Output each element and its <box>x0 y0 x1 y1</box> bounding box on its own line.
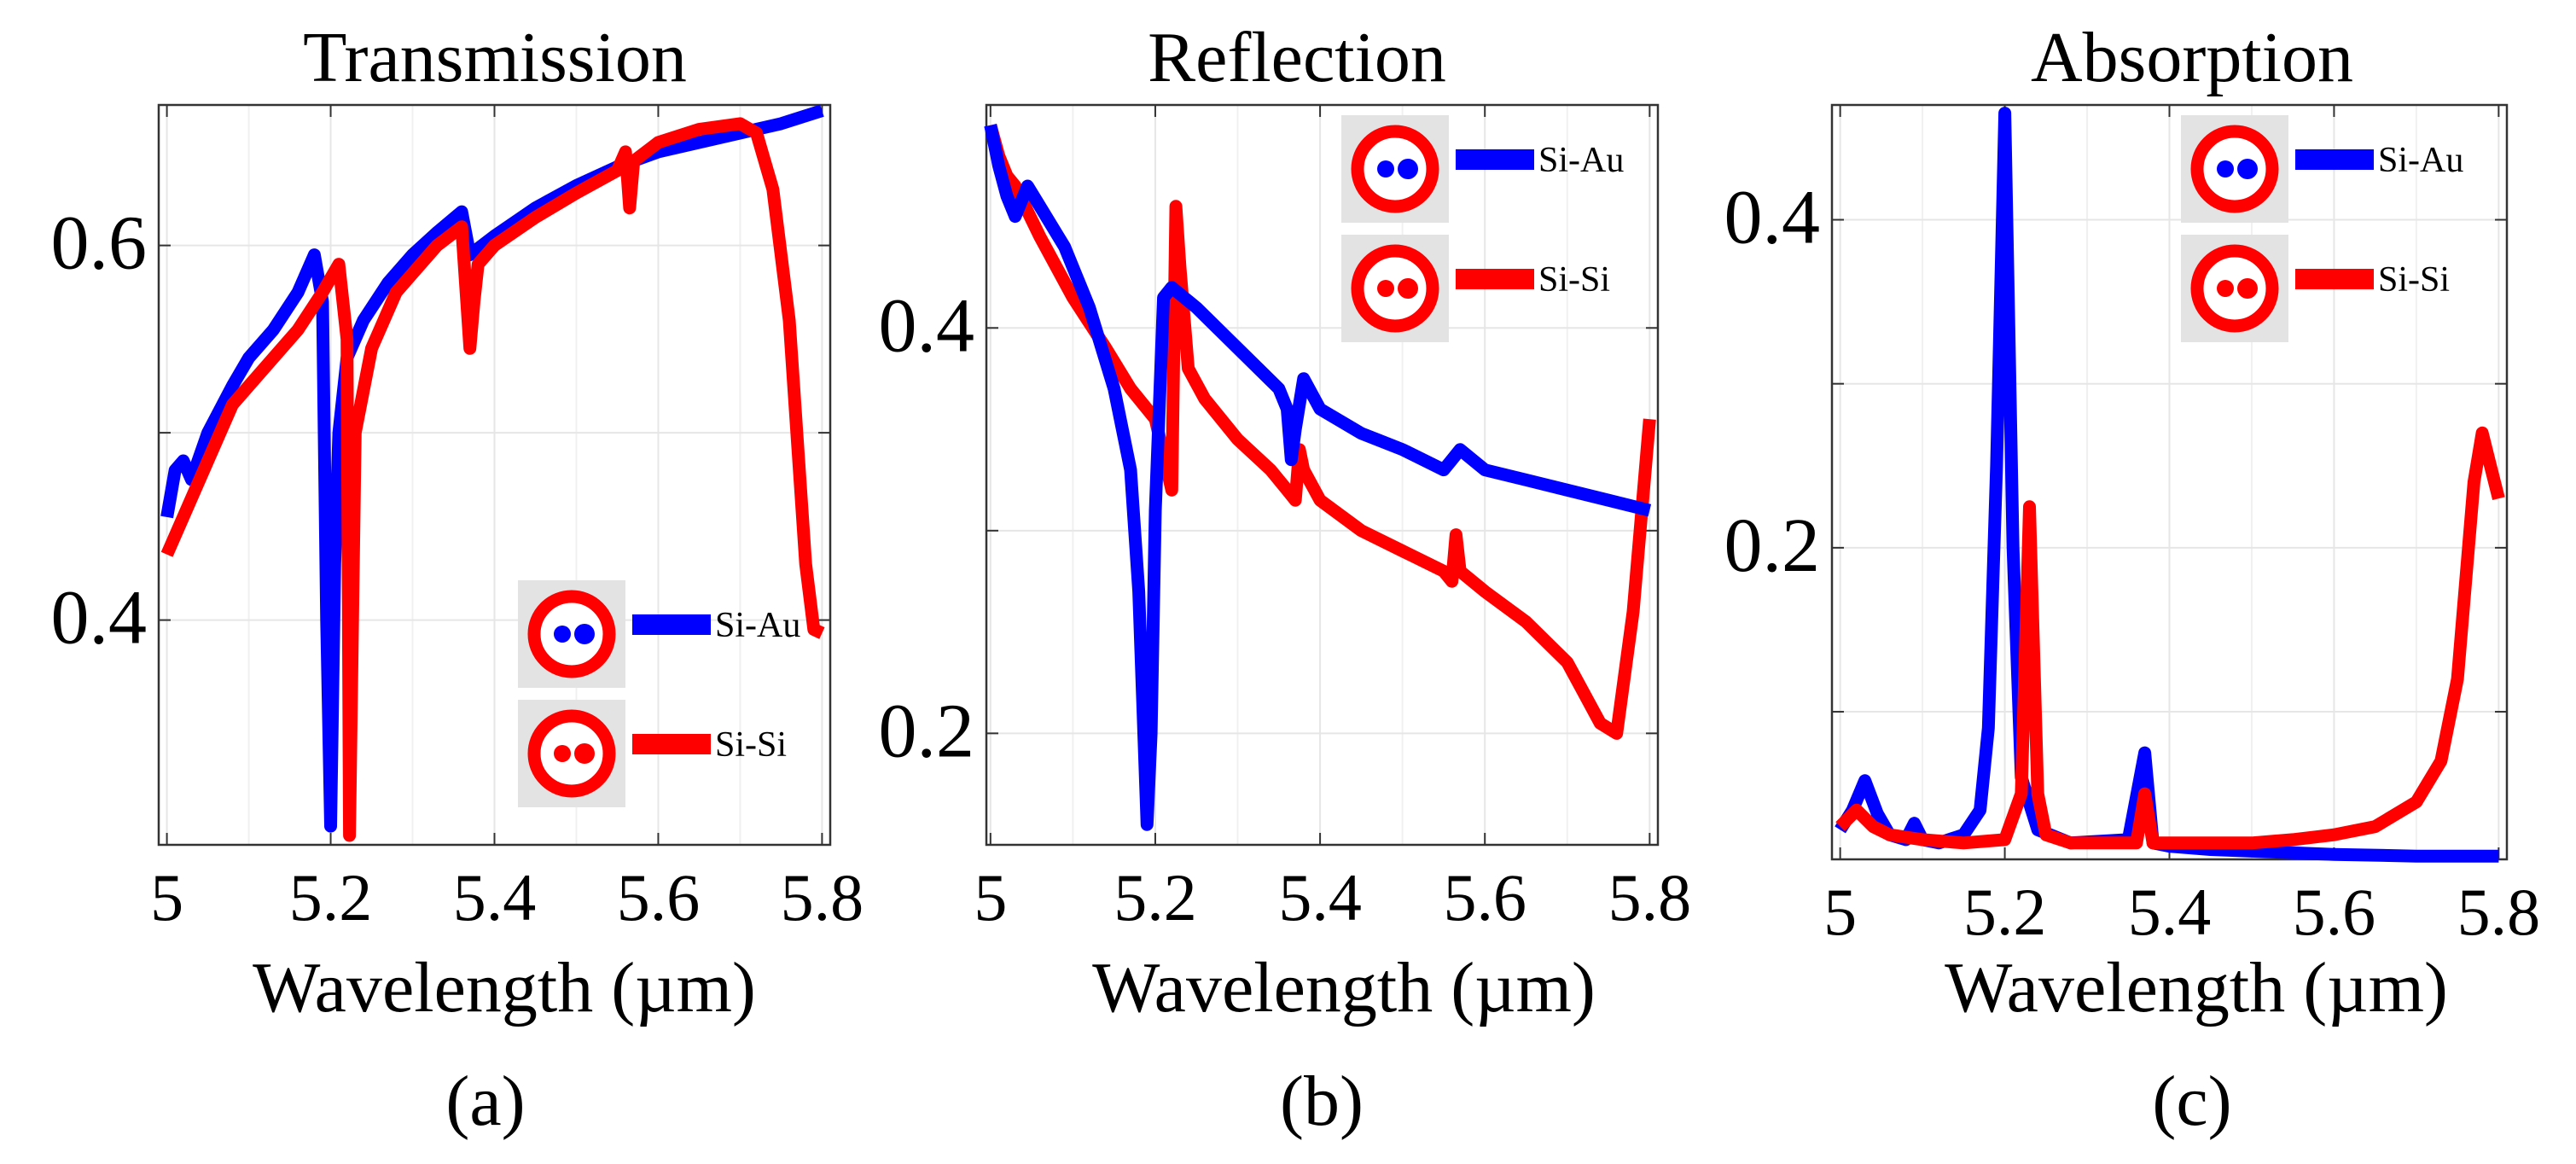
particle-dot-icon <box>2237 278 2258 299</box>
axes-box <box>985 103 1660 847</box>
gridlines <box>1832 105 2507 859</box>
x-tick-label: 5.4 <box>2128 875 2212 949</box>
legend: Si-Au Si-Si <box>1341 115 1624 342</box>
panel-label: (c) <box>2152 1062 2231 1141</box>
x-tick-label: 5 <box>1823 875 1857 949</box>
x-tick-label: 5.4 <box>1278 860 1362 934</box>
ring-resonator-icon <box>2190 244 2279 333</box>
legend-label: Si-Au <box>715 606 800 645</box>
x-tick-label: 5.8 <box>2457 875 2541 949</box>
particle-dot-icon <box>1398 159 1418 179</box>
x-tick-label: 5.2 <box>1114 860 1197 934</box>
x-tick-label: 5 <box>974 860 1007 934</box>
chart-title: Transmission <box>303 18 687 97</box>
x-tick-label: 5.6 <box>2293 875 2376 949</box>
series-line-si-si <box>160 117 825 842</box>
particle-dot-icon <box>554 745 571 762</box>
particle-dot-icon <box>2217 280 2234 297</box>
y-tick-label: 0.4 <box>879 283 975 368</box>
panel-label: (b) <box>1280 1062 1364 1141</box>
x-tick-label: 5.4 <box>453 860 537 934</box>
y-tick-label: 0.6 <box>51 201 148 286</box>
legend: Si-Au Si-Si <box>518 580 800 807</box>
x-axis-label: Wavelength (µm) <box>1945 948 2448 1027</box>
panel-label: (a) <box>445 1062 525 1141</box>
ring-resonator-icon <box>527 590 616 678</box>
x-tick-label: 5.6 <box>617 860 701 934</box>
x-tick-label: 5.8 <box>781 860 864 934</box>
legend-label: Si-Si <box>2378 260 2450 300</box>
ring-resonator-icon <box>527 709 616 798</box>
gridlines <box>986 105 1658 845</box>
chart-panel-3: 5 5.2 5.4 5.6 5.8 0.2 0.4 Absorption Wavelength … <box>1724 18 2541 1141</box>
legend: Si-Au Si-Si <box>2181 115 2463 342</box>
particle-dot-icon <box>1377 280 1394 297</box>
x-axis-label: Wavelength (µm) <box>1092 948 1596 1027</box>
y-tick-label: 0.4 <box>1724 176 1821 260</box>
legend-label: Si-Au <box>1538 141 1624 180</box>
y-tick-label: 0.2 <box>879 689 975 773</box>
x-tick-label: 5.2 <box>289 860 373 934</box>
x-tick-label: 5.2 <box>1963 875 2047 949</box>
chart-title: Absorption <box>2031 18 2353 97</box>
legend-label: Si-Si <box>1538 260 1610 300</box>
particle-dot-icon <box>2237 159 2258 179</box>
x-tick-label: 5 <box>150 860 183 934</box>
legend-label: Si-Si <box>715 725 787 765</box>
particle-dot-icon <box>2217 160 2234 178</box>
y-tick-label: 0.4 <box>51 576 148 661</box>
x-tick-label: 5.6 <box>1443 860 1526 934</box>
series-line-si-si <box>1835 426 2505 850</box>
x-axis-label: Wavelength (µm) <box>253 948 756 1027</box>
particle-dot-icon <box>554 626 571 643</box>
particle-dot-icon <box>1398 278 1418 299</box>
y-tick-label: 0.2 <box>1724 503 1821 588</box>
particle-dot-icon <box>1377 160 1394 178</box>
particle-dot-icon <box>574 743 595 764</box>
ring-resonator-icon <box>2190 125 2279 213</box>
legend-label: Si-Au <box>2378 141 2463 180</box>
chart-panel-2: 5 5.2 5.4 5.6 5.8 0.2 0.4 Reflection Wavelength … <box>879 18 1692 1141</box>
chart-title: Reflection <box>1148 18 1446 97</box>
chart-panel-1: 5 5.2 5.4 5.6 5.8 0.4 0.6 Transmission Wavelengt… <box>51 18 864 1141</box>
gridlines <box>159 105 830 845</box>
ring-resonator-icon <box>1351 125 1439 213</box>
particle-dot-icon <box>574 624 595 644</box>
series-line-si-au <box>984 124 1652 831</box>
x-tick-label: 5.8 <box>1608 860 1692 934</box>
ring-resonator-icon <box>1351 244 1439 333</box>
